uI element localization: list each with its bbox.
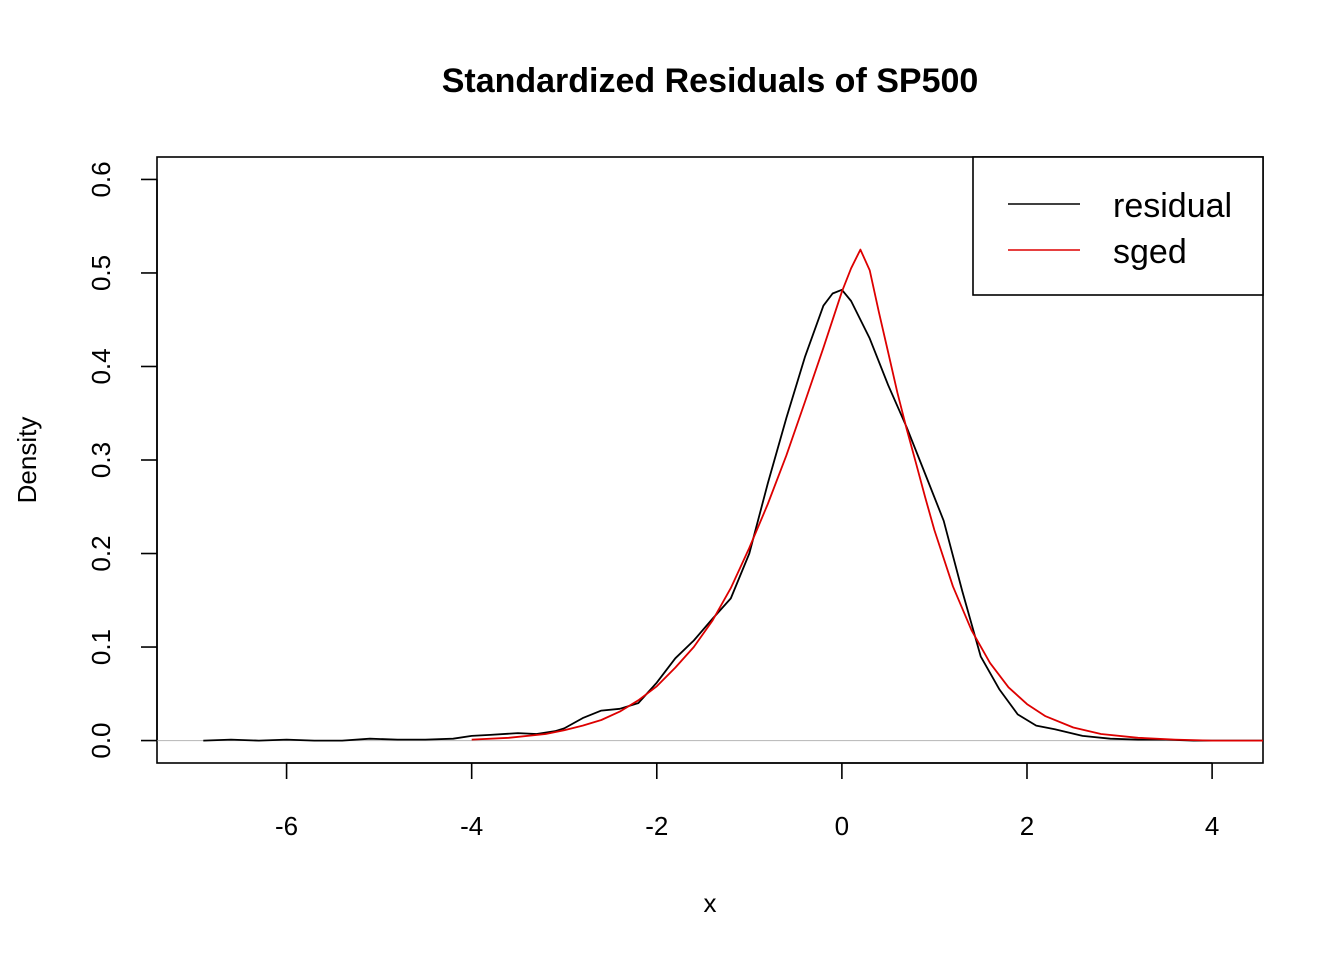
series-layer <box>203 248 1263 742</box>
y-tick-label: 0.0 <box>86 722 116 758</box>
y-axis: 0.0 0.1 0.2 0.3 0.4 0.5 0.6 <box>86 161 158 759</box>
series-line-residual <box>203 288 1263 742</box>
legend-label-sged: sged <box>1113 233 1187 271</box>
y-tick-label: 0.6 <box>86 161 116 197</box>
x-tick-label: -4 <box>460 811 483 841</box>
series-line-sged <box>471 248 1263 742</box>
y-axis-label: Density <box>12 417 42 504</box>
x-axis-label: x <box>704 888 717 918</box>
legend-label-residual: residual <box>1113 187 1232 225</box>
y-tick-label: 0.5 <box>86 255 116 291</box>
legend-box <box>972 156 1264 296</box>
x-axis: -6 -4 -2 0 2 4 <box>275 762 1219 841</box>
x-tick-label: -2 <box>645 811 668 841</box>
x-tick-label: -6 <box>275 811 298 841</box>
legend: residual sged <box>972 156 1264 296</box>
x-tick-label: 4 <box>1205 811 1219 841</box>
chart-title: Standardized Residuals of SP500 <box>442 62 979 100</box>
x-tick-label: 2 <box>1020 811 1034 841</box>
y-tick-label: 0.1 <box>86 629 116 665</box>
y-tick-label: 0.3 <box>86 442 116 478</box>
x-tick-label: 0 <box>835 811 849 841</box>
y-tick-label: 0.4 <box>86 348 116 384</box>
y-tick-label: 0.2 <box>86 535 116 571</box>
